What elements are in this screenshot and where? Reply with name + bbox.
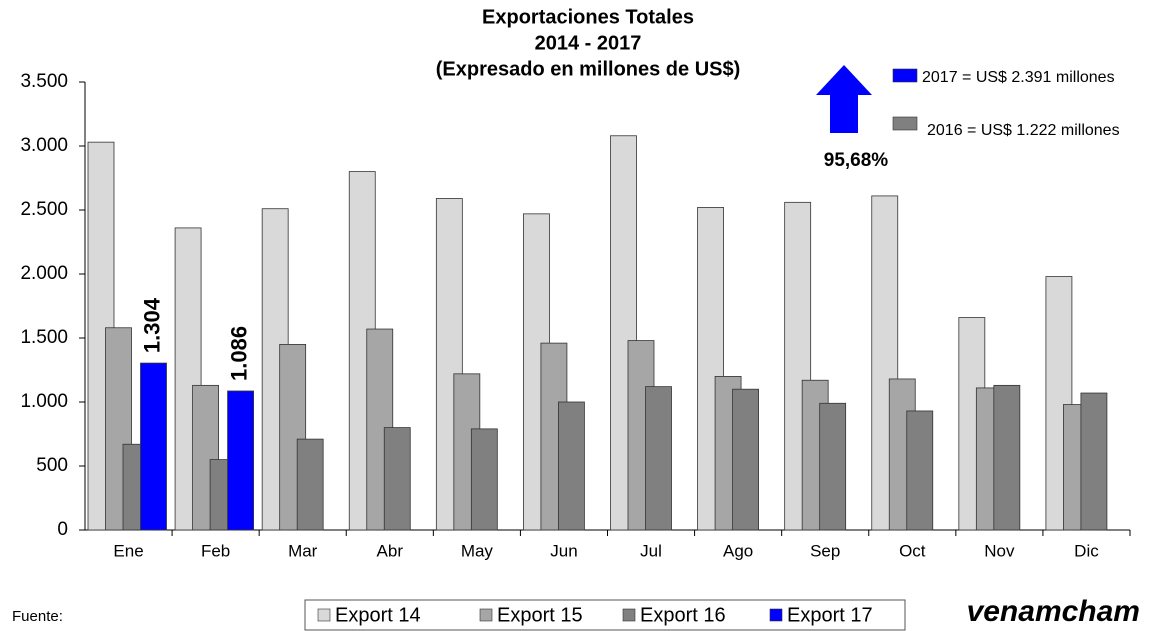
x-tick-label: Jun bbox=[550, 541, 577, 560]
x-tick-label: Oct bbox=[899, 541, 926, 560]
value-label: 1.304 bbox=[139, 297, 164, 353]
x-tick-label: Sep bbox=[810, 541, 840, 560]
x-tick-label: Ago bbox=[723, 541, 753, 560]
x-tick-label: Jul bbox=[640, 541, 662, 560]
increase-label: 95,68% bbox=[824, 150, 889, 171]
source: Fuente: bbox=[12, 608, 63, 625]
bar bbox=[993, 384, 1021, 531]
legend-swatch bbox=[479, 608, 493, 622]
legend-label: Export 15 bbox=[497, 604, 583, 626]
y-tick-label: 3.000 bbox=[20, 135, 68, 156]
legend-swatch bbox=[769, 608, 783, 622]
bar bbox=[732, 388, 759, 531]
bar bbox=[906, 410, 934, 531]
y-tick-label: 1.000 bbox=[20, 391, 68, 412]
key-swatch bbox=[892, 116, 918, 131]
value-label: 1.086 bbox=[226, 326, 251, 381]
x-tick-label: Feb bbox=[201, 541, 230, 560]
bar bbox=[819, 402, 847, 531]
y-tick-label: 2.000 bbox=[20, 263, 68, 284]
x-tick-label: Ene bbox=[113, 541, 143, 560]
key-swatch bbox=[892, 68, 918, 83]
y-tick-label: 0 bbox=[57, 519, 68, 540]
bar bbox=[558, 401, 585, 531]
bar bbox=[296, 438, 324, 531]
bar bbox=[140, 362, 167, 531]
legend-swatch bbox=[317, 608, 331, 622]
y-tick-label: 500 bbox=[36, 455, 68, 476]
bar bbox=[470, 428, 498, 531]
legend-label: Export 14 bbox=[335, 604, 421, 626]
legend-swatch bbox=[622, 608, 636, 622]
key-label: 2016 = US$ 1.222 millones bbox=[927, 122, 1120, 139]
bar bbox=[383, 427, 411, 531]
logo: venamcham bbox=[967, 595, 1140, 628]
chart-title: Exportaciones Totales bbox=[482, 6, 694, 28]
key-label: 2017 = US$ 2.391 millones bbox=[922, 69, 1115, 86]
increase-arrow bbox=[816, 65, 872, 133]
chart-title: 2014 - 2017 bbox=[535, 32, 642, 54]
legend-box bbox=[304, 599, 906, 631]
x-tick-label: Mar bbox=[288, 541, 318, 560]
bar bbox=[192, 384, 219, 531]
y-tick-label: 2.500 bbox=[20, 199, 68, 220]
x-tick-label: Nov bbox=[984, 541, 1015, 560]
y-tick-label: 1.500 bbox=[20, 327, 68, 348]
chart-title: (Expresado en millones de US$) bbox=[436, 58, 741, 80]
bar bbox=[227, 390, 254, 531]
x-tick-label: Abr bbox=[377, 541, 404, 560]
x-tick-label: May bbox=[461, 541, 494, 560]
y-tick-label: 3.500 bbox=[20, 71, 68, 92]
legend-label: Export 16 bbox=[640, 604, 726, 626]
bar bbox=[645, 386, 672, 531]
bar bbox=[1080, 392, 1108, 531]
x-tick-label: Dic bbox=[1074, 541, 1099, 560]
legend-label: Export 17 bbox=[787, 604, 873, 626]
